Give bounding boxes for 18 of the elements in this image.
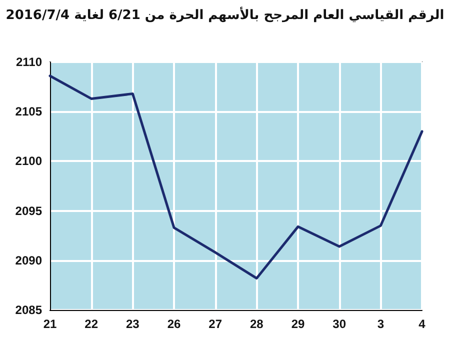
x-tick-label: 4 [418, 317, 426, 331]
x-tick-label: 21 [43, 317, 57, 331]
line-series [48, 74, 424, 280]
y-tick-label: 2105 [15, 104, 42, 119]
y-tick-label: 2110 [16, 55, 42, 69]
x-tick-label: 28 [250, 317, 264, 331]
chart-title: الرقم القياسي العام المرجح بالأسهم الحرة من 6/21 لغاية 2016/7/4 [6, 6, 444, 23]
y-tick-label: 2085 [15, 303, 42, 317]
x-tick-label: 29 [291, 317, 305, 331]
x-tick-label: 30 [332, 317, 346, 331]
x-tick-label: 23 [126, 317, 140, 331]
y-tick-label: 2095 [15, 204, 42, 218]
y-tick-label: 2090 [15, 253, 42, 268]
x-tick-label: 27 [208, 317, 222, 331]
x-tick-label: 22 [84, 317, 98, 331]
x-tick-label: 26 [167, 317, 181, 331]
x-tick-label: 3 [377, 317, 384, 331]
y-tick-label: 2100 [15, 154, 42, 168]
